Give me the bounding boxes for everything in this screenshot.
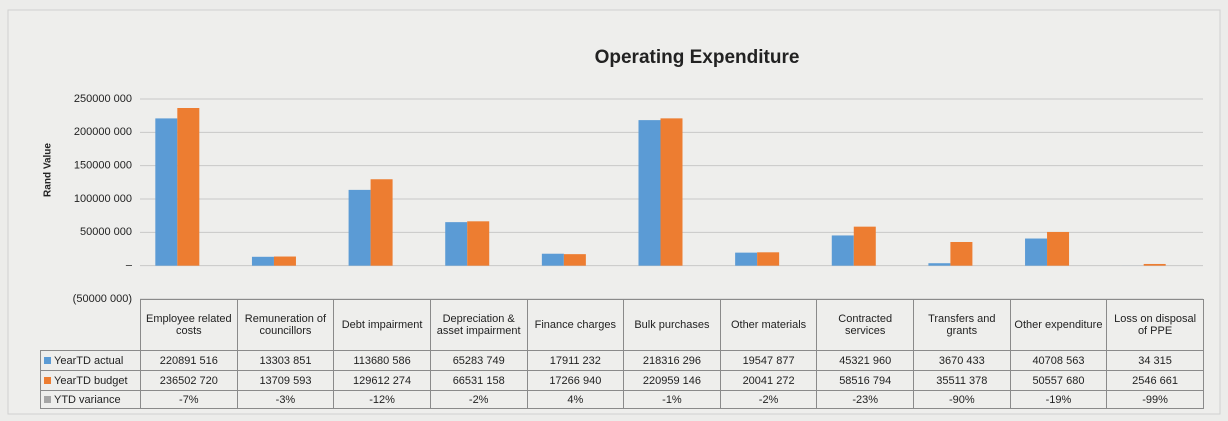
header-row: Employee related costs Remuneration of co… xyxy=(40,299,1204,351)
value-label: -19% xyxy=(1009,390,1108,409)
category-label: Employee related costs xyxy=(140,299,238,351)
y-tick-label: 100000 000 xyxy=(74,193,132,205)
value-label: -90% xyxy=(913,390,1011,409)
data-table: Employee related costs Remuneration of co… xyxy=(40,299,1204,409)
value-label: 4% xyxy=(526,390,625,409)
series-row: YearTD actual 220891 516 13303 851 113680 5… xyxy=(40,350,1204,371)
value-label: 129612 274 xyxy=(333,370,431,391)
bar xyxy=(370,179,393,266)
corner-cell xyxy=(40,299,141,351)
value-label: 35511 378 xyxy=(913,370,1011,391)
value-label: 13709 593 xyxy=(236,370,335,391)
legend-label: YTD variance xyxy=(54,393,121,406)
bar xyxy=(541,253,564,266)
bar xyxy=(467,221,490,266)
value-label: 2546 661 xyxy=(1106,370,1204,391)
bar xyxy=(348,189,371,266)
series-row: YearTD budget 236502 720 13709 593 129612 2… xyxy=(40,370,1204,391)
bar xyxy=(660,118,683,266)
value-label: 19547 877 xyxy=(719,350,818,371)
bar xyxy=(1047,231,1070,266)
bar xyxy=(563,254,586,266)
bar xyxy=(638,120,661,266)
value-label: 220959 146 xyxy=(623,370,721,391)
bar xyxy=(1143,263,1166,266)
legend-entry: YearTD actual xyxy=(40,350,141,371)
value-label: 236502 720 xyxy=(140,370,238,391)
value-label: -2% xyxy=(719,390,818,409)
bar xyxy=(1025,238,1048,266)
bar xyxy=(853,226,876,266)
value-label: 3670 433 xyxy=(913,350,1011,371)
y-tick-label: 250000 000 xyxy=(74,93,132,105)
legend-swatch xyxy=(44,356,51,364)
legend-swatch xyxy=(44,395,51,403)
y-axis-label: Rand Value xyxy=(43,143,54,197)
category-label: Remuneration of councillors xyxy=(236,299,335,351)
value-label: 58516 794 xyxy=(816,370,914,391)
bar xyxy=(177,107,200,266)
value-label: 65283 749 xyxy=(429,350,528,371)
y-tick-label: 50000 000 xyxy=(80,226,132,238)
category-label: Contracted services xyxy=(816,299,914,351)
value-label: -7% xyxy=(140,390,238,409)
value-label: -2% xyxy=(429,390,528,409)
value-label: 40708 563 xyxy=(1009,350,1108,371)
bar xyxy=(950,241,973,266)
category-label: Bulk purchases xyxy=(623,299,721,351)
legend-entry: YearTD budget xyxy=(40,370,141,391)
legend-label: YearTD budget xyxy=(54,374,128,387)
value-label: 50557 680 xyxy=(1009,370,1108,391)
y-tick-label: – xyxy=(126,260,133,272)
value-label: -1% xyxy=(623,390,721,409)
value-label: 220891 516 xyxy=(140,350,238,371)
value-label: 17266 940 xyxy=(526,370,625,391)
value-label: -3% xyxy=(236,390,335,409)
category-label: Finance charges xyxy=(526,299,625,351)
category-label: Loss on disposal of PPE xyxy=(1106,299,1204,351)
series-row: YTD variance -7% -3% -12% -2% 4% -1% -2% -23% -90… xyxy=(40,390,1204,409)
value-label: 34 315 xyxy=(1106,350,1204,371)
value-label: 218316 296 xyxy=(623,350,721,371)
bar xyxy=(757,252,780,266)
category-label: Other materials xyxy=(719,299,818,351)
legend-swatch xyxy=(44,376,51,384)
value-label: 66531 158 xyxy=(429,370,528,391)
bar xyxy=(251,256,274,266)
bar xyxy=(735,252,758,266)
legend-entry: YTD variance xyxy=(40,390,141,409)
bar xyxy=(155,118,178,266)
value-label: 17911 232 xyxy=(526,350,625,371)
category-label: Transfers and grants xyxy=(913,299,1011,351)
value-label: -99% xyxy=(1106,390,1204,409)
value-label: -23% xyxy=(816,390,914,409)
chart-title: Operating Expenditure xyxy=(595,47,800,68)
bar xyxy=(831,235,854,266)
bar xyxy=(928,263,951,266)
category-label: Other expenditure xyxy=(1009,299,1108,351)
value-label: 20041 272 xyxy=(719,370,818,391)
value-label: 13303 851 xyxy=(236,350,335,371)
bar xyxy=(273,256,296,266)
y-tick-label: 200000 000 xyxy=(74,126,132,138)
value-label: 45321 960 xyxy=(816,350,914,371)
category-label: Debt impairment xyxy=(333,299,431,351)
bar xyxy=(445,222,468,266)
y-tick-label: 150000 000 xyxy=(74,160,132,172)
category-label: Depreciation & asset impairment xyxy=(429,299,528,351)
value-label: 113680 586 xyxy=(333,350,431,371)
legend-label: YearTD actual xyxy=(54,354,124,367)
value-label: -12% xyxy=(333,390,431,409)
